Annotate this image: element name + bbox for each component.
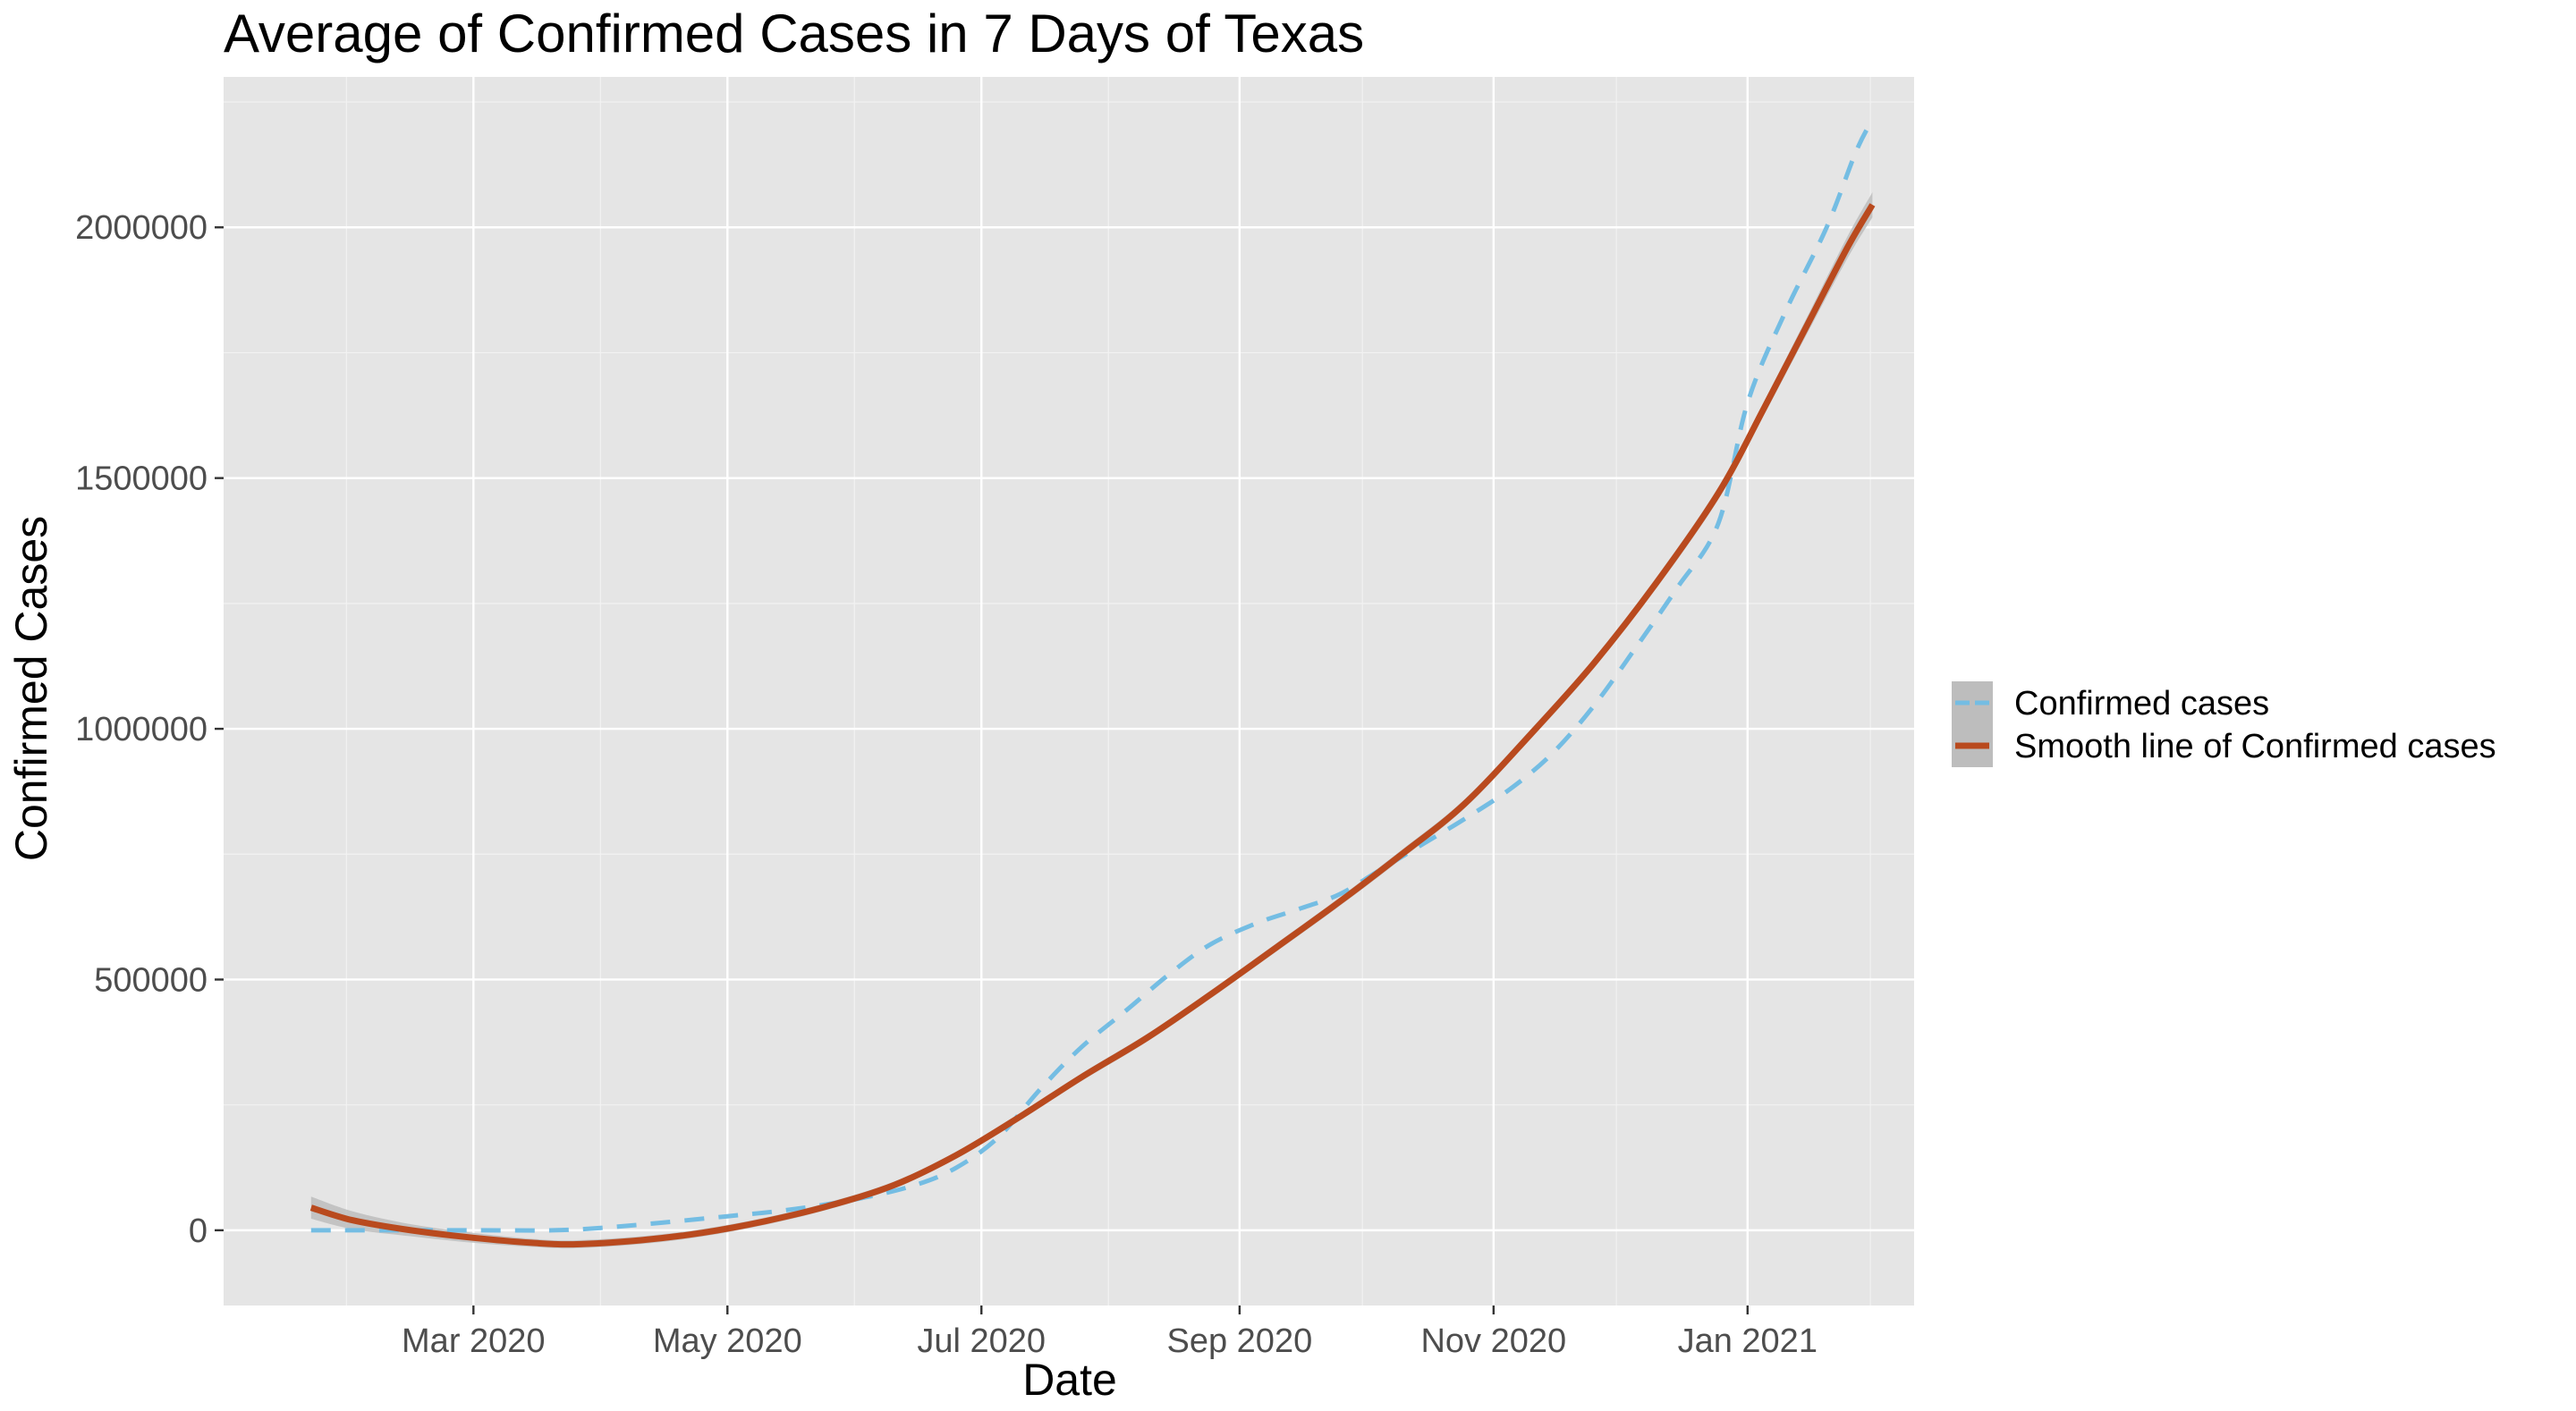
minor-gridlines [224, 77, 1914, 1305]
y-tick-label: 1500000 [75, 460, 208, 498]
plot-panel [224, 77, 1914, 1305]
y-tick-label: 1000000 [75, 711, 208, 748]
chart-title: Average of Confirmed Cases in 7 Days of … [224, 4, 1364, 63]
x-tick-label: Jan 2021 [1678, 1322, 1818, 1360]
major-gridlines [224, 77, 1914, 1305]
x-tick-label: Sep 2020 [1167, 1322, 1313, 1360]
x-tick-label: Mar 2020 [402, 1322, 546, 1360]
legend-label: Smooth line of Confirmed cases [2014, 728, 2496, 765]
x-tick-label: May 2020 [653, 1322, 802, 1360]
smooth-line [309, 203, 1876, 1248]
legend: Confirmed cases Smooth line of Confirmed … [1952, 681, 2496, 767]
y-tick-label: 2000000 [75, 209, 208, 247]
y-axis-title: Confirmed Cases [6, 516, 56, 861]
x-tick-label: Nov 2020 [1420, 1322, 1566, 1360]
y-tick-label: 500000 [94, 961, 208, 999]
legend-label: Confirmed cases [2014, 685, 2269, 722]
x-tick-label: Jul 2020 [917, 1322, 1046, 1360]
y-tick-label: 0 [189, 1212, 208, 1250]
y-axis-ticks: 0 500000 1000000 1500000 2000000 [75, 209, 224, 1250]
x-axis-ticks: Mar 2020 May 2020 Jul 2020 Sep 2020 Nov 2020… [402, 1305, 1818, 1360]
confirmed-cases-line [310, 118, 1875, 1233]
series-layer [309, 118, 1876, 1248]
x-axis-title: Date [1022, 1355, 1117, 1405]
